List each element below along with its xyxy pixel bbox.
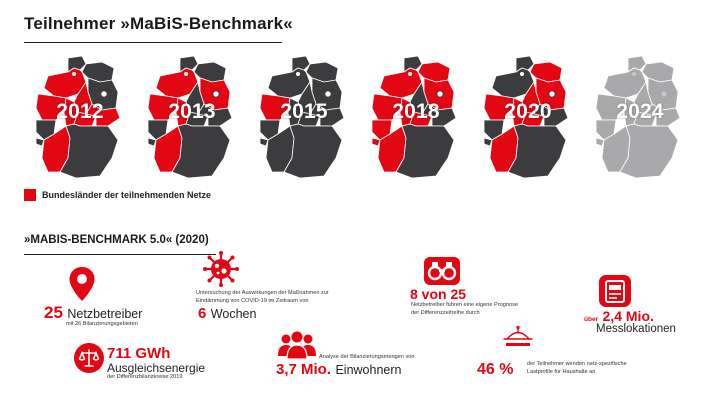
germany-map-shape xyxy=(35,55,121,179)
meter-icon xyxy=(599,275,631,307)
messlokationen-number: 2,4 Mio. xyxy=(602,308,654,324)
map-year-label: 2020 xyxy=(504,100,552,123)
legend-swatch xyxy=(24,189,36,201)
germany-map-shape xyxy=(147,55,233,179)
ausgleich-sub: der Differenzbilanzkreise 2019 xyxy=(107,374,183,380)
binoculars-icon xyxy=(424,257,460,285)
netzbetreiber-sub: mit 26 Bilanzierungsgebieten xyxy=(66,321,138,327)
prognose-number: 8 von 25 xyxy=(410,286,467,302)
einwohner-number: 3,7 Mio. xyxy=(276,361,332,378)
messlokationen-label: Messlokationen xyxy=(596,323,676,335)
stat-messlokationen: über 2,4 Mio. xyxy=(584,308,654,326)
netzbetreiber-label: Netzbetreiber xyxy=(67,307,143,321)
stat-einwohner: 3,7 Mio. Einwohnern xyxy=(276,361,401,379)
location-pin-icon xyxy=(69,267,95,301)
germany-map-shape xyxy=(371,55,457,179)
stat-covid: 6 Wochen xyxy=(198,305,256,323)
section-title: »MABIS-BENCHMARK 5.0« (2020) xyxy=(24,234,209,246)
netzbetreiber-number: 25 xyxy=(44,303,63,322)
map-year-label: 2024 xyxy=(616,100,664,123)
map-year-label: 2013 xyxy=(168,100,216,123)
maps-row: 2012 2013 2015 2018 2020 2024 xyxy=(30,54,702,188)
germany-map-shape xyxy=(483,55,569,179)
germany-map-2024: 2024 xyxy=(590,54,690,184)
einwohner-desc: Analyse der Bilanzierungsmengen von xyxy=(319,354,415,360)
einwohner-label: Einwohnern xyxy=(335,363,402,377)
prognose-desc: Netzbetreiber führen eine eigene Prognos… xyxy=(411,302,518,316)
covid-label: Wochen xyxy=(210,307,257,321)
ausgleich-number: 711 GWh xyxy=(107,345,171,362)
scales-icon xyxy=(74,343,104,373)
ausgleich-label: Ausgleichsenergie xyxy=(107,361,206,375)
map-year-label: 2018 xyxy=(392,100,440,123)
messlokationen-prefix: über xyxy=(584,316,599,323)
germany-map-shape xyxy=(595,55,681,179)
title-rule xyxy=(24,42,282,43)
house-profile-icon xyxy=(503,325,533,346)
map-year-label: 2015 xyxy=(280,100,328,123)
germany-map-2020: 2020 xyxy=(478,54,578,184)
lastprofile-desc: der Teilnehmer wenden netz-spezifische L… xyxy=(527,361,627,375)
covid-desc: Untersuchung der Auswirkungen der Maßnah… xyxy=(196,290,329,304)
covid-number: 6 xyxy=(198,305,207,322)
legend: Bundesländer der teilnehmenden Netze xyxy=(24,189,211,201)
germany-map-2013: 2013 xyxy=(142,54,242,184)
page-title: Teilnehmer »MaBiS-Benchmark« xyxy=(24,14,293,33)
lastprofile-number: 46 % xyxy=(477,361,514,378)
germany-map-2018: 2018 xyxy=(366,54,466,184)
stat-netzbetreiber: 25 Netzbetreiber xyxy=(44,303,142,323)
people-icon xyxy=(278,331,316,360)
germany-map-2012: 2012 xyxy=(30,54,130,184)
legend-label: Bundesländer der teilnehmenden Netze xyxy=(42,190,212,200)
map-year-label: 2012 xyxy=(56,100,104,123)
germany-map-shape xyxy=(259,55,345,179)
section-rule xyxy=(24,254,216,255)
virus-icon xyxy=(203,251,239,287)
germany-map-2015: 2015 xyxy=(254,54,354,184)
